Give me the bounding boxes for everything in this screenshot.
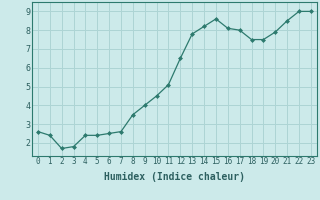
X-axis label: Humidex (Indice chaleur): Humidex (Indice chaleur) bbox=[104, 172, 245, 182]
